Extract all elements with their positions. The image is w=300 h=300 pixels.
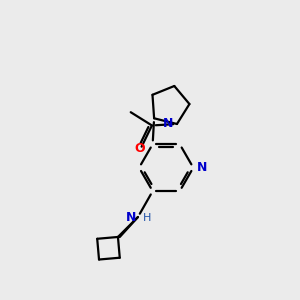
Text: O: O xyxy=(134,142,145,154)
Text: N: N xyxy=(126,211,136,224)
Text: N: N xyxy=(197,161,208,174)
Text: H: H xyxy=(143,213,152,223)
Text: N: N xyxy=(163,118,173,130)
